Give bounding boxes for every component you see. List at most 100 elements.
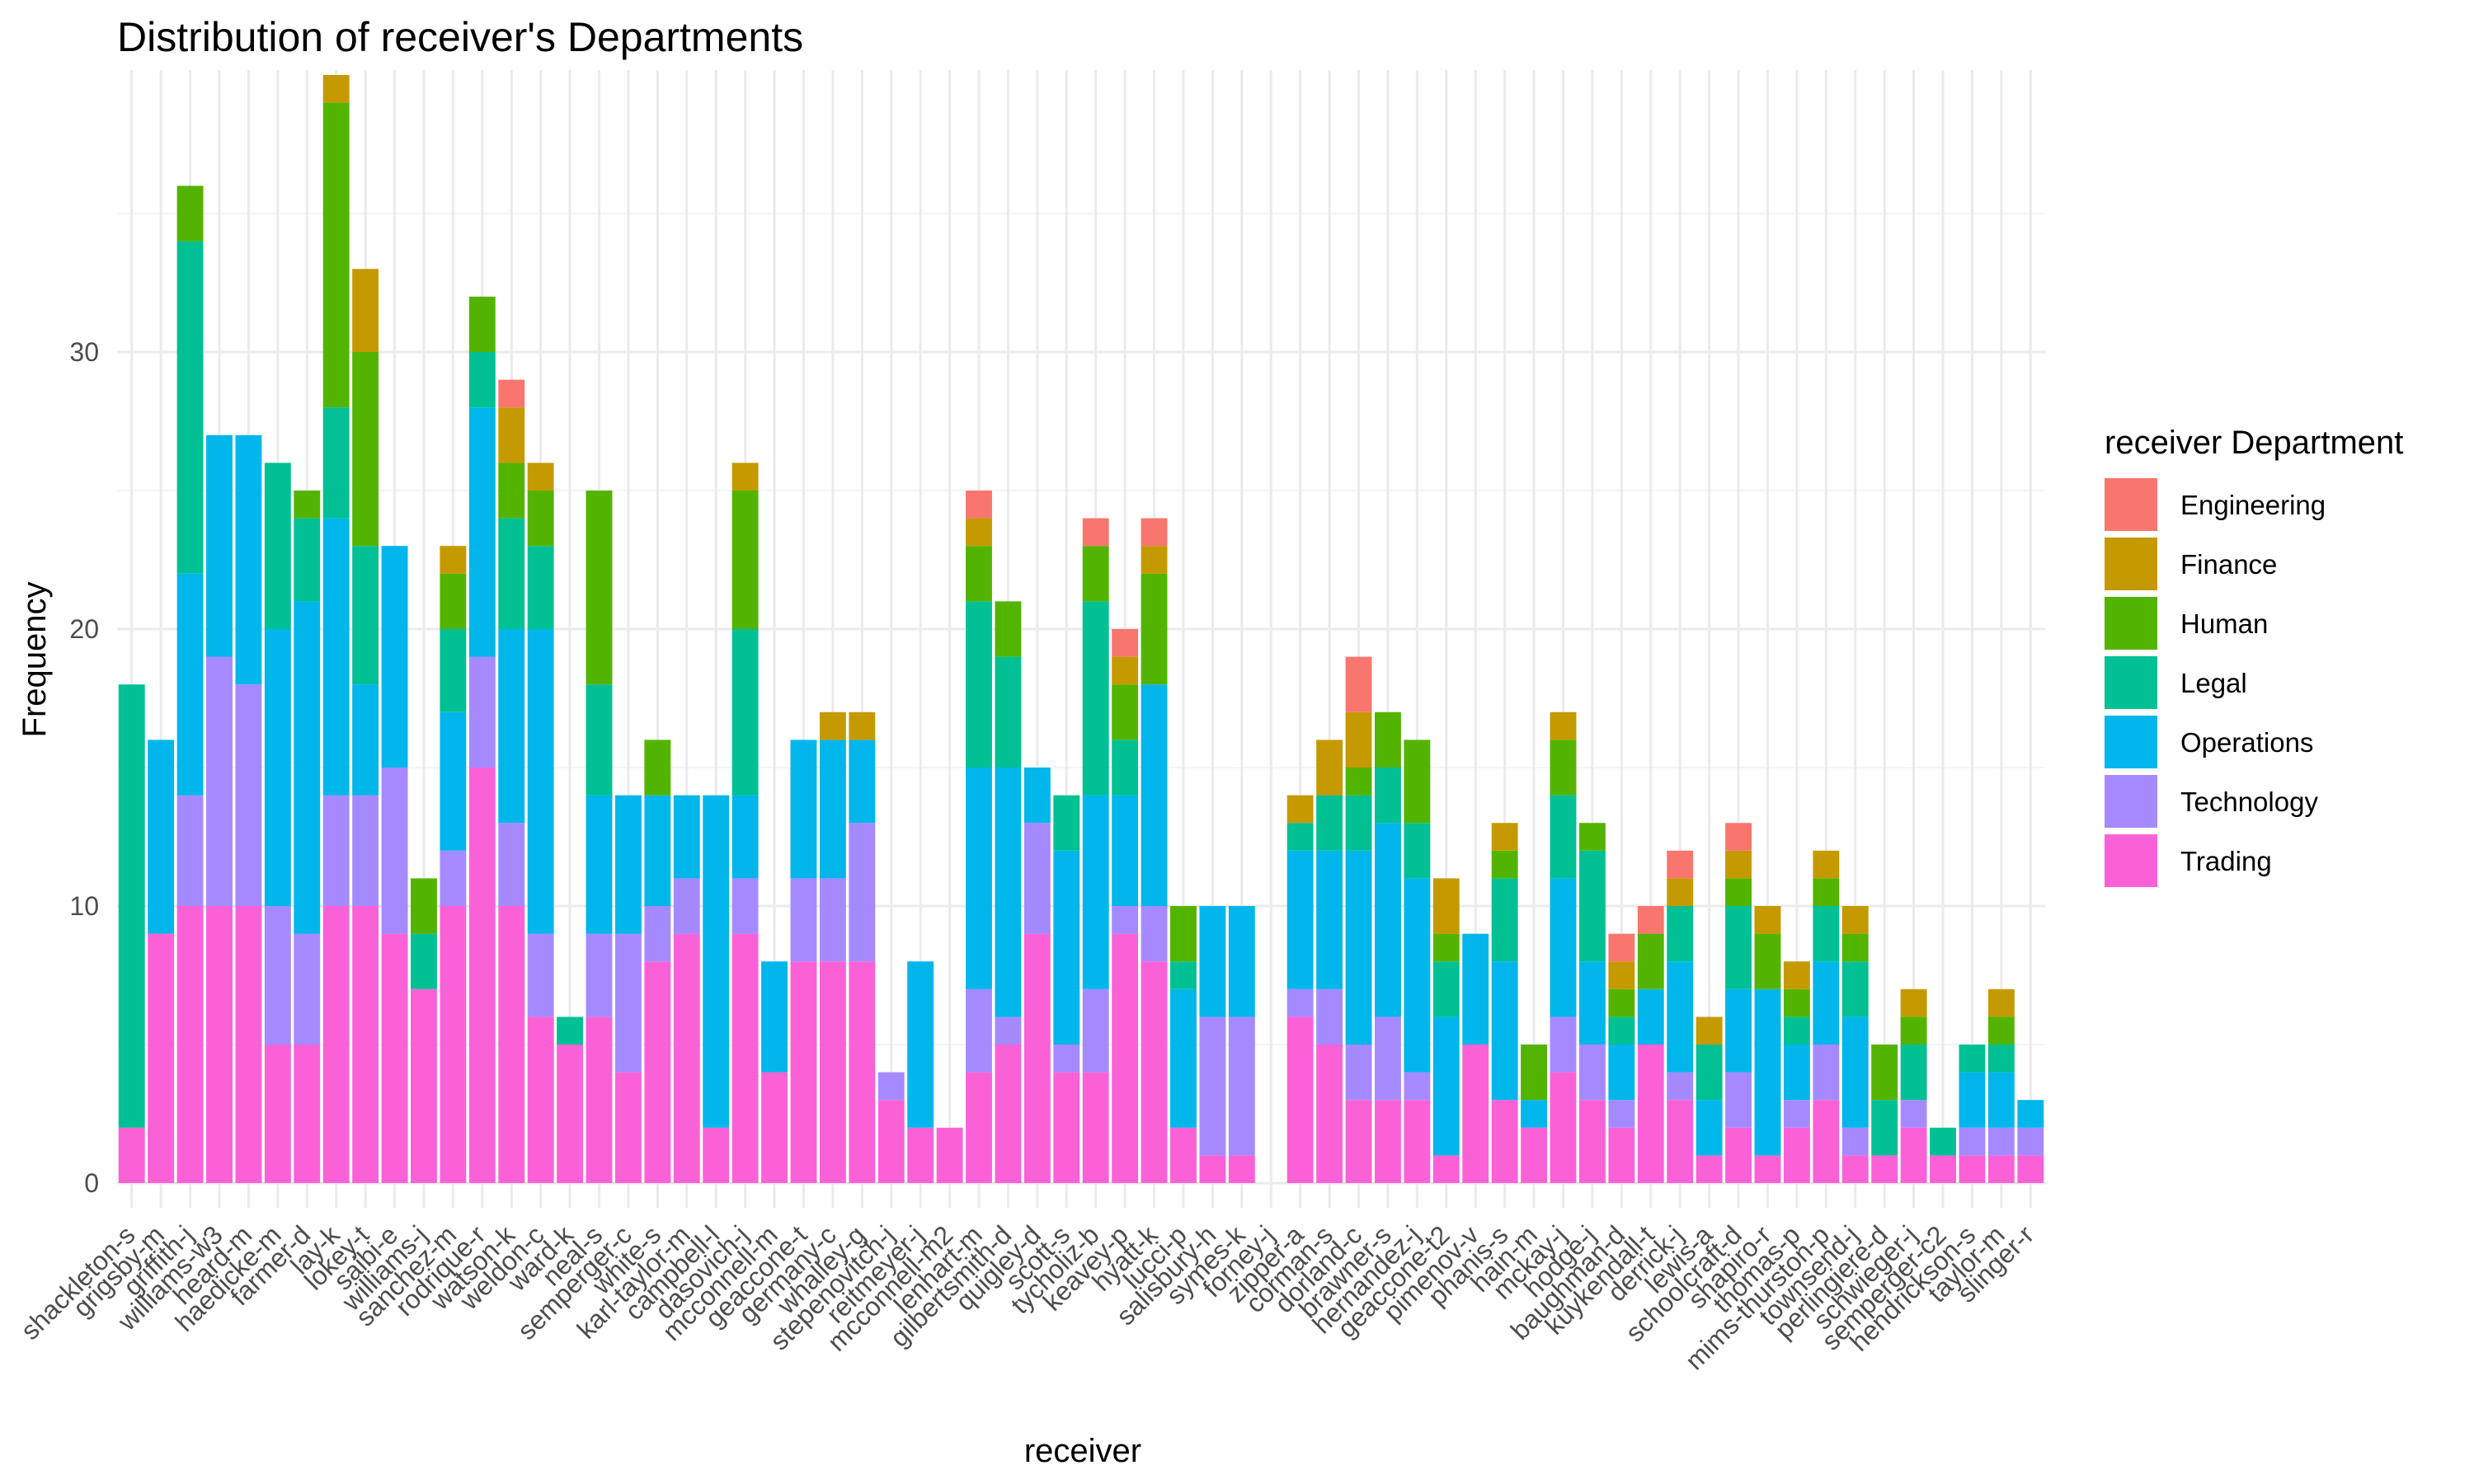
bar-segment-finance [440,546,467,574]
bar-segment-operations [1637,989,1664,1045]
bar-segment-operations [1987,1072,2015,1128]
bar-segment-legal [1345,795,1372,851]
bar-segment-trading [148,933,175,1183]
legend-label-operations: Operations [2180,727,2313,758]
bar-segment-operations [527,629,554,934]
bar-segment-technology [468,656,496,768]
bar-segment-trading [907,1127,934,1183]
bar-segment-trading [877,1100,905,1183]
bar-segment-human [1521,1045,1548,1101]
bar-segment-legal [1959,1045,1986,1073]
bar-segment-engineering [1112,629,1139,657]
bar-segment-trading [440,906,467,1183]
bar-segment-human [527,491,554,547]
bar-segment-trading [1930,1155,1956,1183]
bar-segment-human [1345,768,1372,796]
bar-segment-trading [1432,1155,1460,1183]
legend-swatch-trading [2105,834,2157,887]
bar-segment-technology [527,933,554,1017]
bar-segment-trading [118,1127,145,1183]
bar-segment-human [1170,906,1197,962]
bar-segment-technology [1199,1017,1226,1156]
bar-segment-human [1112,684,1139,740]
bar-segment-technology [731,878,759,934]
bar-segment-finance [819,711,846,740]
bar-segment-trading [819,961,846,1183]
bar-segment-operations [468,407,496,657]
bar-segment-finance [1491,823,1518,851]
bar-segment-technology [1608,1100,1635,1128]
bar-segment-operations [1696,1100,1723,1156]
bar-segment-trading [235,906,262,1183]
bar-segment-legal [264,463,291,629]
bar-segment-operations [1023,768,1051,824]
bar-segment-trading [468,768,496,1183]
bar-segment-technology [1286,989,1314,1017]
bar-segment-operations [1141,684,1168,906]
bar-segment-trading [1112,933,1139,1183]
bar-segment-human [1900,1017,1927,1045]
bar-segment-trading [1404,1100,1431,1183]
bar-segment-legal [1667,906,1694,962]
y-axis: 0 10 20 30 [69,337,99,1198]
bar-segment-trading [1170,1127,1197,1183]
bar-segment-engineering [1725,823,1752,851]
bar-segment-technology [1578,1045,1606,1101]
bar-segment-legal [1082,601,1109,796]
legend-label-engineering: Engineering [2180,490,2326,520]
bar-segment-legal [468,352,496,408]
bar-segment-operations [206,434,233,657]
bar-segment-trading [352,906,379,1183]
bar-segment-finance [527,463,554,491]
bar-segment-technology [2017,1127,2044,1156]
bar-segment-technology [294,933,321,1045]
bar-segment-human [1754,933,1781,989]
bar-segment-human [1550,740,1577,796]
bar-segment-operations [1550,878,1577,1017]
bar-segment-technology [1345,1045,1372,1101]
bar-segment-finance [1813,850,1840,879]
bar-segment-finance [1696,1017,1723,1045]
bar-segment-trading [644,961,671,1183]
bar-segment-trading [411,989,437,1183]
bar-segment-trading [1725,1127,1752,1183]
bar-segment-trading [673,933,700,1183]
bar-segment-technology [1841,1127,1869,1156]
bar-segment-technology [498,823,525,906]
bar-segment-trading [1521,1127,1548,1183]
bar-segment-operations [440,711,467,851]
bar-segment-legal [1491,878,1518,962]
bar-segment-operations [1170,989,1197,1128]
bar-segment-operations [1345,850,1372,1045]
bar-segment-human [176,186,204,242]
bar-segment-engineering [966,491,992,519]
bar-segment-finance [1754,906,1781,934]
legend-label-technology: Technology [2180,787,2318,817]
bar-segment-technology [644,906,671,962]
bar-segment-human [352,352,379,547]
bar-segment-finance [1141,546,1168,574]
bar-segment-trading [731,933,759,1183]
bar-segment-operations [1491,961,1518,1101]
bar-segment-finance [1900,989,1927,1017]
bar-segment-trading [1345,1100,1372,1183]
bar-segment-operations [322,518,350,796]
bar-segment-legal [1696,1045,1723,1101]
bar-segment-legal [1053,795,1080,851]
bar-segment-engineering [1345,656,1372,712]
y-tick-label: 30 [69,337,99,367]
bar-segment-finance [1783,961,1810,989]
bar-segment-operations [1432,1017,1460,1156]
bar-segment-operations [1578,961,1606,1045]
bar-segment-operations [1667,961,1694,1073]
bar-segment-engineering [1608,933,1635,962]
bar-segment-operations [1053,850,1080,1045]
bar-segment-finance [498,407,525,463]
bar-segment-technology [176,795,204,906]
bar-segment-finance [352,269,379,352]
bar-segment-human [1375,711,1401,768]
bar-segment-trading [1813,1100,1840,1183]
legend-swatch-engineering [2105,478,2157,531]
legend-title: receiver Department [2105,425,2403,461]
